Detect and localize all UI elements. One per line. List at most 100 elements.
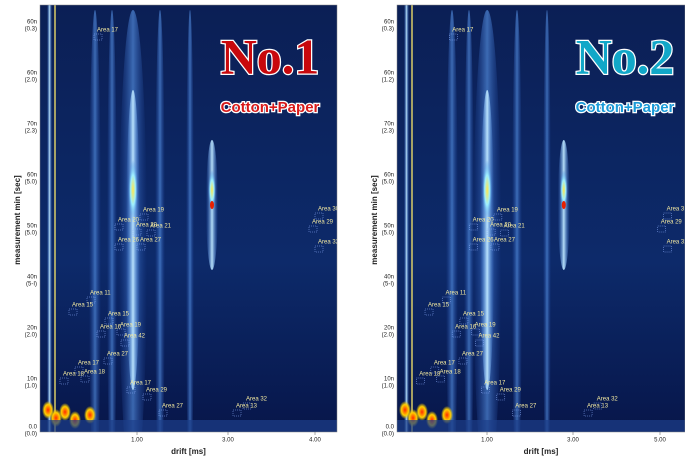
area-box	[116, 328, 126, 336]
area-label: Area 26	[118, 238, 140, 244]
y-tick-sub: (2.3)	[382, 129, 394, 135]
area-box	[158, 409, 168, 417]
y-tick-label: 60n	[27, 20, 37, 26]
area-box	[458, 357, 468, 365]
y-tick-label: 70n	[27, 122, 37, 128]
area-box	[430, 366, 440, 374]
area-label: Area 32	[597, 397, 619, 403]
area-label: Area 32	[246, 397, 268, 403]
main-streak	[480, 90, 495, 390]
area-label: Area 19	[143, 208, 165, 214]
area-box	[471, 328, 480, 336]
area-label: Area 27	[494, 238, 516, 244]
area-label: Area 18	[440, 370, 462, 376]
area-label: Area 17	[484, 381, 506, 387]
area-box	[469, 243, 478, 251]
blob	[441, 406, 453, 424]
streak	[107, 10, 117, 432]
area-label: Area 19	[497, 208, 519, 214]
y-tick-label: 0.0	[386, 425, 395, 431]
y-tick-label: 60n	[384, 71, 394, 77]
dimer-peak	[210, 201, 214, 209]
area-box	[68, 308, 78, 316]
area-label: Area 17	[452, 28, 474, 34]
area-box	[475, 339, 484, 347]
area-label: Area 27	[515, 404, 537, 410]
y-axis-label: measurement min [sec]	[370, 175, 379, 265]
x-tick-label: 1.00	[131, 438, 143, 444]
area-label: Area 20	[490, 223, 512, 229]
y-tick-sub: (5.0)	[25, 231, 37, 237]
plot-frame	[396, 4, 685, 433]
area-box	[493, 213, 503, 221]
area-label: Area 15	[463, 312, 485, 318]
panel-subtitle: Cotton+Paper	[221, 99, 320, 116]
y-tick-sub: (0.0)	[382, 432, 394, 438]
area-box	[459, 317, 469, 325]
area-label: Area 17	[78, 361, 100, 367]
area-box	[74, 366, 84, 374]
x-tick-label: 3.00	[567, 438, 579, 444]
area-label: Area 21	[150, 224, 172, 230]
floor	[397, 420, 685, 432]
area-label: Area 32	[318, 240, 340, 246]
area-label: Area 42	[478, 334, 500, 340]
streak	[186, 10, 194, 432]
heatmap-bg	[397, 5, 685, 432]
panel-subtitle: Cotton+Paper	[576, 99, 675, 116]
area-box	[114, 243, 124, 251]
y-tick-sub: (2.0)	[382, 333, 394, 339]
streak	[89, 10, 101, 432]
area-box	[436, 375, 445, 383]
area-label: Area 32	[667, 240, 685, 246]
area-box	[93, 33, 103, 41]
area-box	[486, 228, 496, 236]
area-box	[416, 377, 425, 385]
area-label: Area 13	[236, 404, 258, 410]
x-axis-label: drift [ms]	[171, 447, 206, 456]
area-label: Area 21	[504, 224, 526, 230]
area-box	[96, 330, 106, 338]
area-label: Area 15	[72, 303, 94, 309]
area-box	[496, 393, 506, 401]
y-tick-label: 60n	[384, 20, 394, 26]
area-box	[232, 409, 242, 417]
area-label: Area 29	[661, 220, 683, 226]
rip-edge	[411, 5, 413, 432]
area-box	[126, 386, 136, 394]
y-tick-label: 40n	[27, 275, 37, 281]
y-tick-label: 60n	[384, 173, 394, 179]
blob	[416, 403, 428, 421]
x-axis-label: drift [ms]	[524, 447, 559, 456]
y-tick-sub: (5.0)	[25, 180, 37, 186]
area-label: Area 27	[462, 352, 484, 358]
area-label: Area 27	[107, 352, 129, 358]
streak	[464, 10, 474, 432]
area-label: Area 17	[434, 361, 456, 367]
area-box	[442, 296, 451, 304]
area-box	[314, 212, 324, 220]
y-axis-label: measurement min [sec]	[13, 175, 22, 265]
panel-title: No.2	[576, 28, 675, 84]
y-tick-label: 60n	[27, 71, 37, 77]
area-box	[242, 402, 252, 410]
area-box	[512, 409, 521, 417]
area-label: Area 18	[84, 370, 106, 376]
area-label: Area 26	[473, 238, 495, 244]
y-tick-sub: (0.0)	[25, 432, 37, 438]
area-box	[449, 33, 458, 41]
area-box	[469, 223, 478, 231]
area-box	[86, 296, 96, 304]
streak	[512, 10, 522, 432]
rip-edge	[54, 5, 56, 432]
y-tick-sub: (5.0)	[382, 231, 394, 237]
area-label: Area 20	[118, 218, 140, 224]
area-box	[80, 375, 90, 383]
y-tick-sub: (5.0)	[382, 180, 394, 186]
area-box	[424, 308, 434, 316]
rip-line	[47, 5, 52, 432]
